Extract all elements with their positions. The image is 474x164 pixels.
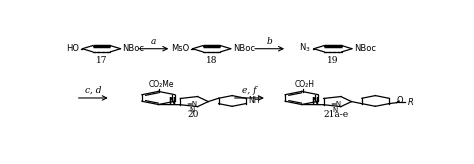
Text: O: O (397, 96, 403, 105)
Text: MsO: MsO (172, 44, 190, 53)
Text: N$_3$: N$_3$ (299, 42, 311, 54)
Text: R: R (408, 98, 414, 107)
Text: =N: =N (330, 101, 341, 107)
Text: NBoc: NBoc (233, 44, 255, 53)
Text: 18: 18 (206, 56, 218, 65)
Text: =N: =N (186, 101, 198, 107)
Text: NH: NH (248, 96, 260, 105)
Text: 20: 20 (187, 110, 199, 119)
Text: HO: HO (66, 44, 80, 53)
Text: NBoc: NBoc (122, 44, 145, 53)
Text: e, f: e, f (242, 86, 256, 95)
Text: N: N (311, 97, 318, 106)
Text: N: N (190, 107, 195, 113)
Text: a: a (151, 37, 156, 46)
Text: c, d: c, d (85, 86, 101, 95)
Text: 21a-e: 21a-e (324, 110, 349, 119)
Text: N: N (168, 97, 175, 106)
Text: b: b (267, 37, 273, 46)
Text: CO₂H: CO₂H (294, 80, 315, 89)
Text: CO₂Me: CO₂Me (148, 80, 174, 89)
Text: 17: 17 (96, 56, 107, 65)
Text: N: N (333, 107, 338, 113)
Text: 19: 19 (327, 56, 339, 65)
Text: NBoc: NBoc (354, 44, 376, 53)
